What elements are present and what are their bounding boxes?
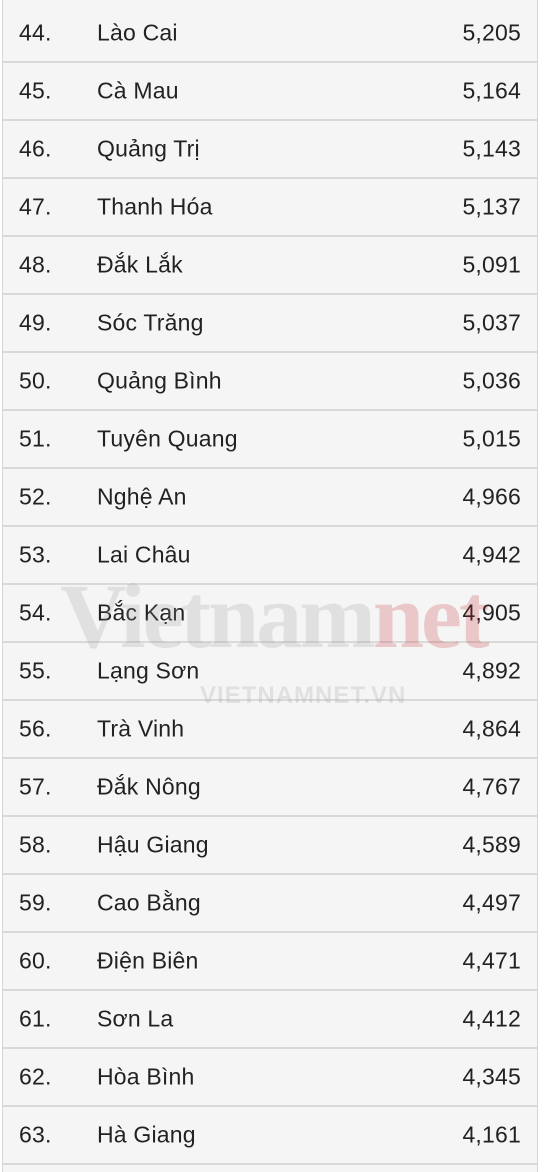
- row-score: 4,589: [462, 831, 521, 858]
- row-score: 5,137: [462, 193, 521, 220]
- row-score: 4,905: [462, 599, 521, 626]
- table-row: 62. Hòa Bình 4,345: [3, 1049, 537, 1107]
- row-province: Lai Châu: [97, 541, 191, 568]
- table-row: 59. Cao Bằng 4,497: [3, 875, 537, 933]
- row-rank: 45.: [19, 77, 52, 104]
- row-rank: 51.: [19, 425, 52, 452]
- row-province: Hòa Bình: [97, 1063, 195, 1090]
- row-province: Lạng Sơn: [97, 657, 200, 684]
- table-row: 61. Sơn La 4,412: [3, 991, 537, 1049]
- row-rank: 50.: [19, 367, 52, 394]
- row-province: Sơn La: [97, 1005, 174, 1032]
- row-province: Thanh Hóa: [97, 193, 213, 220]
- row-rank: 52.: [19, 483, 52, 510]
- row-rank: 56.: [19, 715, 52, 742]
- row-rank: 60.: [19, 947, 52, 974]
- row-rank: 47.: [19, 193, 52, 220]
- table-row: 53. Lai Châu 4,942: [3, 527, 537, 585]
- row-province: Cao Bằng: [97, 889, 201, 916]
- row-score: 4,471: [462, 947, 521, 974]
- row-rank: 44.: [19, 19, 52, 46]
- row-rank: 54.: [19, 599, 52, 626]
- row-score: 5,036: [462, 367, 521, 394]
- table-row: 60. Điện Biên 4,471: [3, 933, 537, 991]
- row-score: 5,164: [462, 77, 521, 104]
- row-score: 4,942: [462, 541, 521, 568]
- row-province: Nghệ An: [97, 483, 187, 510]
- row-rank: 57.: [19, 773, 52, 800]
- row-rank: 58.: [19, 831, 52, 858]
- row-province: Tuyên Quang: [97, 425, 238, 452]
- table-row: 45. Cà Mau 5,164: [3, 63, 537, 121]
- table-row: 57. Đắk Nông 4,767: [3, 759, 537, 817]
- row-rank: 53.: [19, 541, 52, 568]
- row-province: Sóc Trăng: [97, 309, 204, 336]
- row-score: 4,892: [462, 657, 521, 684]
- table-row: 47. Thanh Hóa 5,137: [3, 179, 537, 237]
- row-rank: 48.: [19, 251, 52, 278]
- table-row: 55. Lạng Sơn 4,892: [3, 643, 537, 701]
- row-province: Hậu Giang: [97, 831, 209, 858]
- row-score: 4,345: [462, 1063, 521, 1090]
- row-score: 5,037: [462, 309, 521, 336]
- row-province: Quảng Bình: [97, 367, 222, 394]
- table-row: 56. Trà Vinh 4,864: [3, 701, 537, 759]
- row-score: 4,412: [462, 1005, 521, 1032]
- table-row: 44. Lào Cai 5,205: [3, 5, 537, 63]
- row-rank: 49.: [19, 309, 52, 336]
- table-row: 58. Hậu Giang 4,589: [3, 817, 537, 875]
- row-rank: 55.: [19, 657, 52, 684]
- row-score: 4,161: [462, 1121, 521, 1148]
- row-score: 4,767: [462, 773, 521, 800]
- row-province: Trà Vinh: [97, 715, 185, 742]
- row-rank: 63.: [19, 1121, 52, 1148]
- row-score: 4,966: [462, 483, 521, 510]
- row-province: Quảng Trị: [97, 135, 200, 162]
- table-row: 50. Quảng Bình 5,036: [3, 353, 537, 411]
- table-row: 51. Tuyên Quang 5,015: [3, 411, 537, 469]
- table-row: 63. Hà Giang 4,161: [3, 1107, 537, 1165]
- row-rank: 46.: [19, 135, 52, 162]
- row-score: 5,015: [462, 425, 521, 452]
- table-row: 49. Sóc Trăng 5,037: [3, 295, 537, 353]
- row-score: 4,497: [462, 889, 521, 916]
- row-province: Cà Mau: [97, 77, 179, 104]
- row-score: 4,864: [462, 715, 521, 742]
- row-score: 5,205: [462, 19, 521, 46]
- row-score: 5,143: [462, 135, 521, 162]
- row-province: Điện Biên: [97, 947, 199, 974]
- row-rank: 59.: [19, 889, 52, 916]
- row-rank: 61.: [19, 1005, 52, 1032]
- row-score: 5,091: [462, 251, 521, 278]
- table-row: 52. Nghệ An 4,966: [3, 469, 537, 527]
- table-row: 48. Đắk Lắk 5,091: [3, 237, 537, 295]
- row-province: Đắk Nông: [97, 773, 201, 800]
- table-row: 54. Bắc Kạn 4,905: [3, 585, 537, 643]
- table-row: 46. Quảng Trị 5,143: [3, 121, 537, 179]
- row-province: Lào Cai: [97, 19, 178, 46]
- row-province: Đắk Lắk: [97, 251, 183, 278]
- row-province: Hà Giang: [97, 1121, 196, 1148]
- row-rank: 62.: [19, 1063, 52, 1090]
- row-province: Bắc Kạn: [97, 599, 186, 626]
